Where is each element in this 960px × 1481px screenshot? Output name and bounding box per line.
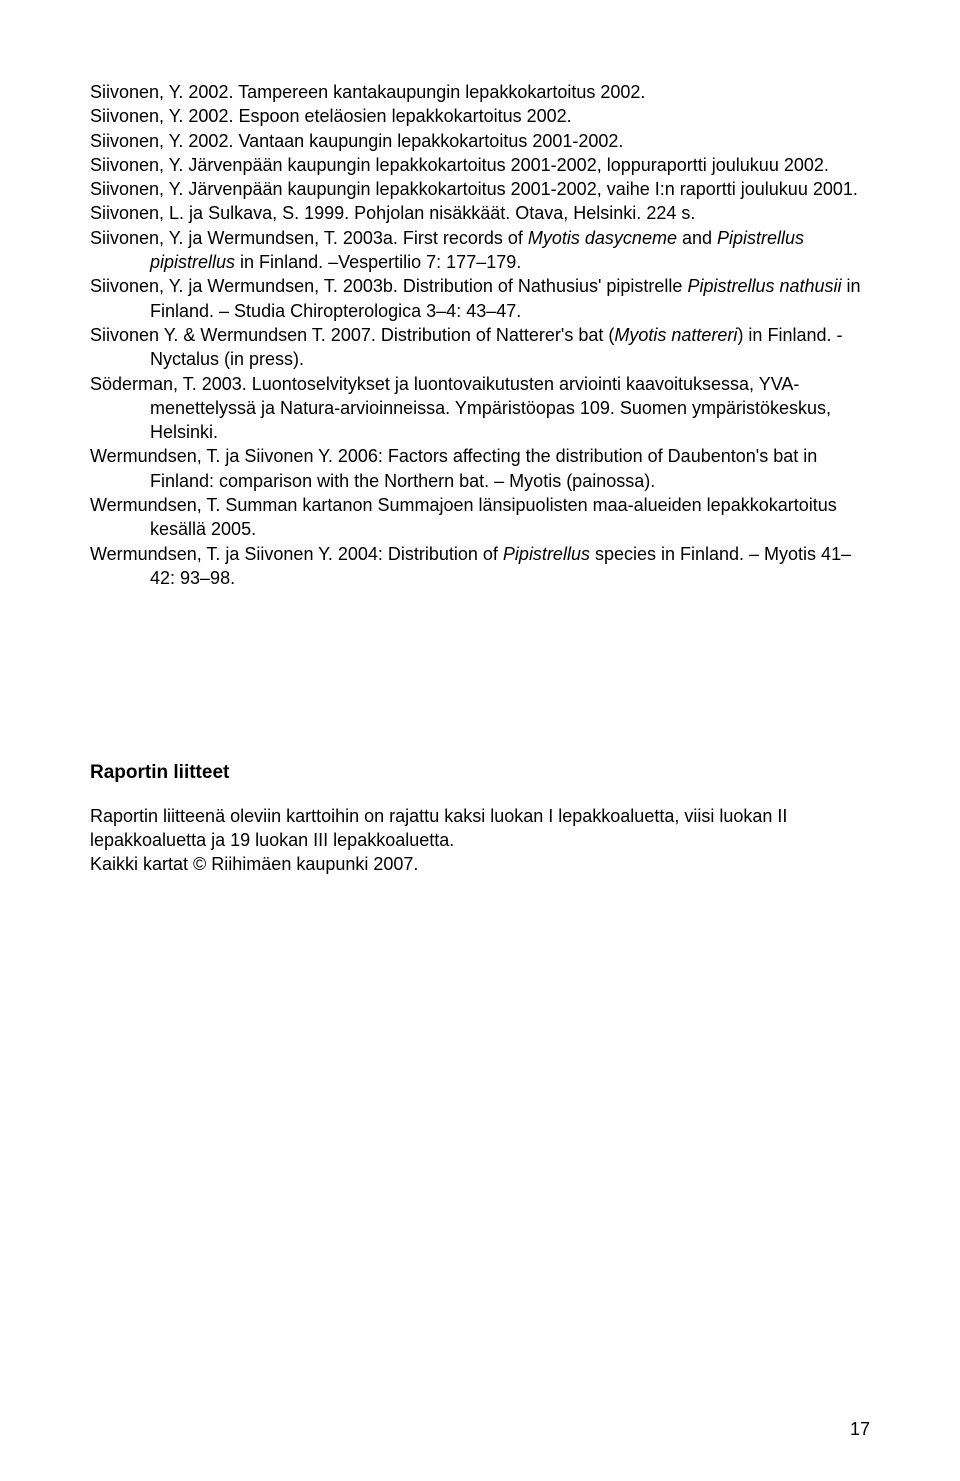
reference-entry: Siivonen Y. & Wermundsen T. 2007. Distri… bbox=[90, 323, 870, 372]
ref-italic: Pipistrellus nathusii bbox=[687, 276, 841, 296]
ref-italic: Myotis nattereri bbox=[614, 325, 737, 345]
reference-entry: Siivonen, L. ja Sulkava, S. 1999. Pohjol… bbox=[90, 201, 870, 225]
ref-text: in Finland. –Vespertilio 7: 177–179. bbox=[235, 252, 521, 272]
reference-entry: Siivonen, Y. Järvenpään kaupungin lepakk… bbox=[90, 177, 870, 201]
ref-text: and bbox=[677, 228, 717, 248]
appendix-para: Kaikki kartat © Riihimäen kaupunki 2007. bbox=[90, 852, 870, 876]
ref-text: Wermundsen, T. ja Siivonen Y. 2004: Dist… bbox=[90, 544, 503, 564]
reference-entry: Wermundsen, T. ja Siivonen Y. 2006: Fact… bbox=[90, 444, 870, 493]
page-number: 17 bbox=[850, 1417, 870, 1441]
reference-entry: Siivonen, Y. Järvenpään kaupungin lepakk… bbox=[90, 153, 870, 177]
reference-entry: Wermundsen, T. Summan kartanon Summajoen… bbox=[90, 493, 870, 542]
appendix-para: Raportin liitteenä oleviin karttoihin on… bbox=[90, 804, 870, 853]
ref-text: Siivonen Y. & Wermundsen T. 2007. Distri… bbox=[90, 325, 614, 345]
ref-text: Siivonen, Y. ja Wermundsen, T. 2003b. Di… bbox=[90, 276, 687, 296]
reference-entry: Siivonen, Y. 2002. Espoon eteläosien lep… bbox=[90, 104, 870, 128]
reference-entry: Wermundsen, T. ja Siivonen Y. 2004: Dist… bbox=[90, 542, 870, 591]
reference-entry: Siivonen, Y. ja Wermundsen, T. 2003b. Di… bbox=[90, 274, 870, 323]
reference-entry: Siivonen, Y. 2002. Tampereen kantakaupun… bbox=[90, 80, 870, 104]
ref-italic: Myotis dasycneme bbox=[528, 228, 677, 248]
references-list: Siivonen, Y. 2002. Tampereen kantakaupun… bbox=[90, 80, 870, 590]
appendix-heading: Raportin liitteet bbox=[90, 760, 870, 786]
reference-entry: Söderman, T. 2003. Luontoselvitykset ja … bbox=[90, 372, 870, 445]
reference-entry: Siivonen, Y. ja Wermundsen, T. 2003a. Fi… bbox=[90, 226, 870, 275]
ref-italic: Pipistrellus bbox=[503, 544, 590, 564]
ref-text: Siivonen, Y. ja Wermundsen, T. 2003a. Fi… bbox=[90, 228, 528, 248]
reference-entry: Siivonen, Y. 2002. Vantaan kaupungin lep… bbox=[90, 129, 870, 153]
